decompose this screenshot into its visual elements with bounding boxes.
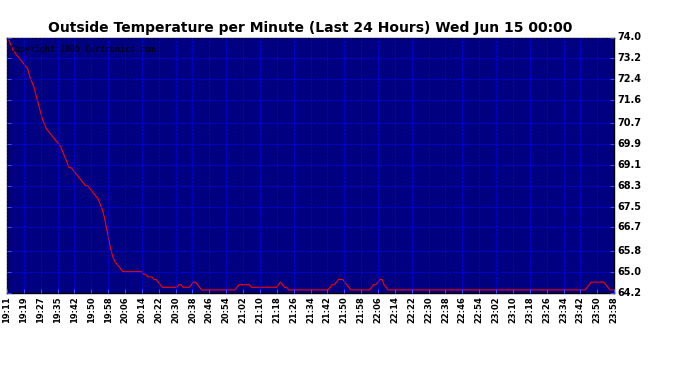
Text: Copyright 2005 Curtronics.com: Copyright 2005 Curtronics.com bbox=[10, 45, 155, 54]
Text: 21:42: 21:42 bbox=[323, 296, 332, 323]
Text: 19:27: 19:27 bbox=[36, 296, 45, 323]
Text: 20:14: 20:14 bbox=[137, 296, 146, 323]
Text: 21:26: 21:26 bbox=[289, 296, 298, 323]
Text: 73.2: 73.2 bbox=[618, 53, 642, 63]
Text: 23:58: 23:58 bbox=[609, 296, 619, 323]
Text: 70.7: 70.7 bbox=[618, 118, 642, 128]
Text: 20:54: 20:54 bbox=[221, 296, 230, 323]
Text: 20:06: 20:06 bbox=[121, 296, 130, 323]
Text: 21:10: 21:10 bbox=[255, 296, 264, 323]
Text: 68.3: 68.3 bbox=[618, 181, 642, 191]
Text: 21:34: 21:34 bbox=[306, 296, 315, 323]
Text: 20:30: 20:30 bbox=[171, 296, 180, 323]
Text: 19:11: 19:11 bbox=[2, 296, 12, 323]
Text: 67.5: 67.5 bbox=[618, 202, 642, 211]
Text: 21:58: 21:58 bbox=[357, 296, 366, 323]
Text: 23:42: 23:42 bbox=[576, 296, 585, 323]
Text: 22:54: 22:54 bbox=[475, 296, 484, 323]
Text: 19:58: 19:58 bbox=[104, 296, 112, 323]
Text: 21:50: 21:50 bbox=[339, 296, 348, 323]
Text: 72.4: 72.4 bbox=[618, 74, 642, 84]
Text: 69.1: 69.1 bbox=[618, 160, 642, 170]
Text: 19:19: 19:19 bbox=[19, 296, 28, 323]
Text: 21:18: 21:18 bbox=[273, 296, 282, 323]
Text: 69.9: 69.9 bbox=[618, 139, 642, 149]
Text: 23:50: 23:50 bbox=[593, 296, 602, 323]
Text: 20:38: 20:38 bbox=[188, 296, 197, 323]
Text: 22:30: 22:30 bbox=[424, 296, 433, 323]
Text: 66.7: 66.7 bbox=[618, 222, 642, 232]
Text: 19:50: 19:50 bbox=[87, 296, 96, 323]
Text: 22:06: 22:06 bbox=[373, 296, 382, 323]
Text: 23:18: 23:18 bbox=[525, 296, 534, 323]
Text: 65.8: 65.8 bbox=[618, 246, 642, 256]
Text: 22:46: 22:46 bbox=[457, 296, 467, 323]
Text: 23:02: 23:02 bbox=[491, 296, 500, 323]
Text: 22:22: 22:22 bbox=[407, 296, 416, 323]
Text: 20:46: 20:46 bbox=[205, 296, 214, 323]
Text: 20:22: 20:22 bbox=[154, 296, 164, 323]
Title: Outside Temperature per Minute (Last 24 Hours) Wed Jun 15 00:00: Outside Temperature per Minute (Last 24 … bbox=[48, 21, 573, 35]
Text: 19:35: 19:35 bbox=[53, 296, 62, 323]
Text: 21:02: 21:02 bbox=[239, 296, 248, 323]
Text: 23:10: 23:10 bbox=[509, 296, 518, 323]
Text: 74.0: 74.0 bbox=[618, 33, 642, 42]
Text: 23:26: 23:26 bbox=[542, 296, 551, 323]
Text: 22:38: 22:38 bbox=[441, 296, 450, 323]
Text: 65.0: 65.0 bbox=[618, 267, 642, 277]
Text: 22:14: 22:14 bbox=[391, 296, 400, 323]
Text: 23:34: 23:34 bbox=[559, 296, 568, 323]
Text: 64.2: 64.2 bbox=[618, 288, 642, 297]
Text: 19:42: 19:42 bbox=[70, 296, 79, 323]
Text: 71.6: 71.6 bbox=[618, 95, 642, 105]
